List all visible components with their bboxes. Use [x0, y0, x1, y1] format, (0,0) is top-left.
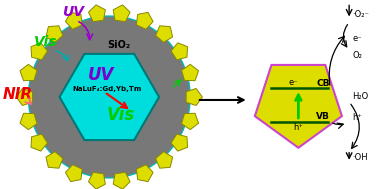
- Circle shape: [28, 15, 191, 179]
- Polygon shape: [46, 26, 63, 42]
- Polygon shape: [156, 26, 173, 42]
- Text: SiO₂: SiO₂: [108, 40, 131, 50]
- Text: Vis: Vis: [107, 106, 135, 124]
- Text: ·OH: ·OH: [352, 153, 368, 162]
- Text: h⁺: h⁺: [352, 113, 362, 122]
- Polygon shape: [255, 65, 342, 148]
- Text: h⁺: h⁺: [293, 123, 303, 132]
- Polygon shape: [31, 43, 48, 60]
- Polygon shape: [66, 12, 82, 29]
- Polygon shape: [186, 88, 202, 105]
- Polygon shape: [20, 113, 37, 130]
- Polygon shape: [136, 12, 153, 29]
- Polygon shape: [182, 113, 199, 130]
- Polygon shape: [16, 88, 32, 105]
- Polygon shape: [171, 134, 188, 151]
- Text: ·O₂⁻: ·O₂⁻: [352, 10, 369, 19]
- Text: CB: CB: [316, 79, 330, 88]
- Polygon shape: [46, 152, 63, 168]
- Text: UV: UV: [63, 5, 84, 19]
- Text: Vis: Vis: [34, 35, 57, 49]
- Text: e⁻: e⁻: [288, 77, 298, 87]
- Polygon shape: [113, 172, 130, 189]
- Polygon shape: [171, 43, 188, 60]
- Polygon shape: [89, 5, 105, 22]
- Text: NaLuF₄:Gd,Yb,Tm: NaLuF₄:Gd,Yb,Tm: [73, 86, 142, 92]
- Polygon shape: [31, 134, 48, 151]
- Text: e⁻: e⁻: [352, 34, 362, 43]
- Polygon shape: [156, 152, 173, 168]
- Circle shape: [44, 32, 174, 162]
- Polygon shape: [20, 64, 37, 81]
- Circle shape: [30, 17, 189, 177]
- Polygon shape: [113, 5, 130, 22]
- Polygon shape: [182, 64, 199, 81]
- Text: H₂O: H₂O: [352, 92, 368, 101]
- Polygon shape: [66, 165, 82, 182]
- Polygon shape: [89, 172, 105, 189]
- Text: O₂: O₂: [352, 51, 362, 60]
- Polygon shape: [60, 54, 159, 140]
- Text: VB: VB: [316, 112, 330, 121]
- Text: NIR: NIR: [3, 88, 33, 102]
- Polygon shape: [136, 165, 153, 182]
- Text: UV: UV: [88, 66, 115, 84]
